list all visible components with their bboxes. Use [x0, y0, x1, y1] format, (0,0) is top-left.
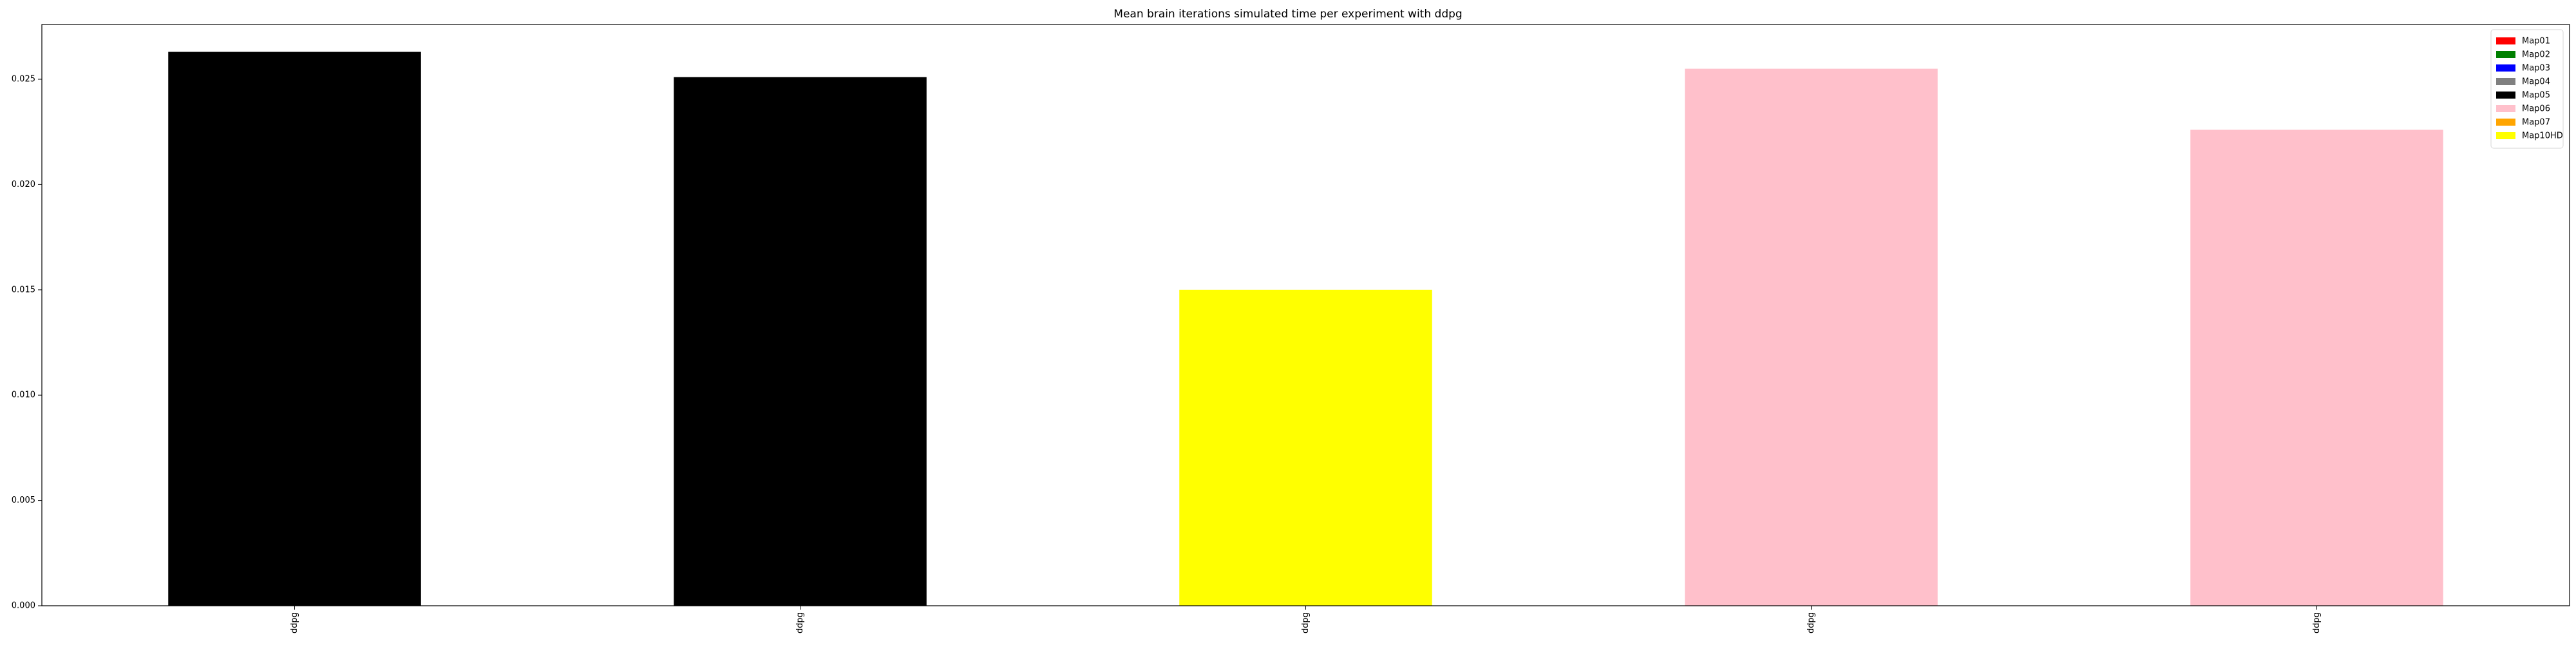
x-tick-label-3: ddpg — [1301, 612, 1311, 633]
legend-box — [2490, 29, 2564, 149]
legend-swatch-1 — [2496, 37, 2515, 44]
x-tick-label-1: ddpg — [290, 612, 299, 633]
bars-layer — [168, 52, 2443, 606]
x-tick-label-5: ddpg — [2312, 612, 2322, 633]
legend-swatch-7 — [2496, 119, 2515, 126]
legend-label-3: Map03 — [2522, 64, 2550, 73]
y-tick-label-6: 0.025 — [12, 74, 35, 84]
y-axis: 0.000 0.005 0.010 0.015 0.020 0.025 — [12, 74, 42, 611]
legend-label-5: Map05 — [2522, 91, 2550, 101]
legend-label-6: Map06 — [2522, 104, 2550, 114]
bar-1 — [168, 52, 421, 606]
x-tick-label-2: ddpg — [795, 612, 805, 633]
y-tick-label-2: 0.005 — [12, 496, 35, 505]
y-tick-label-1: 0.000 — [12, 601, 35, 611]
plot-frame — [41, 24, 2570, 606]
bar-4 — [1685, 68, 1938, 606]
legend-swatch-2 — [2496, 51, 2515, 58]
x-axis: ddpg ddpg ddpg ddpg ddpg — [290, 606, 2322, 633]
bar-2 — [674, 77, 927, 606]
legend-label-1: Map01 — [2522, 37, 2550, 46]
bar-5 — [2190, 130, 2443, 606]
legend-label-2: Map02 — [2522, 50, 2550, 60]
x-tick-label-4: ddpg — [1806, 612, 1816, 633]
y-tick-label-3: 0.010 — [12, 391, 35, 400]
legend-label-4: Map04 — [2522, 77, 2550, 87]
legend-swatch-5 — [2496, 92, 2515, 99]
legend-swatch-6 — [2496, 105, 2515, 112]
legend-swatch-3 — [2496, 64, 2515, 72]
legend-label-7: Map07 — [2522, 118, 2550, 128]
legend-swatch-4 — [2496, 78, 2515, 85]
y-tick-label-5: 0.020 — [12, 180, 35, 189]
chart-title: Mean brain iterations simulated time per… — [1113, 8, 1462, 21]
y-tick-label-4: 0.015 — [12, 285, 35, 295]
legend-swatch-8 — [2496, 132, 2515, 139]
legend-label-8: Map10HD — [2522, 131, 2563, 141]
bar-3 — [1179, 289, 1432, 606]
legend: Map01 Map02 Map03 Map04 Map05 Map06 Map07 Map10… — [2490, 29, 2564, 149]
